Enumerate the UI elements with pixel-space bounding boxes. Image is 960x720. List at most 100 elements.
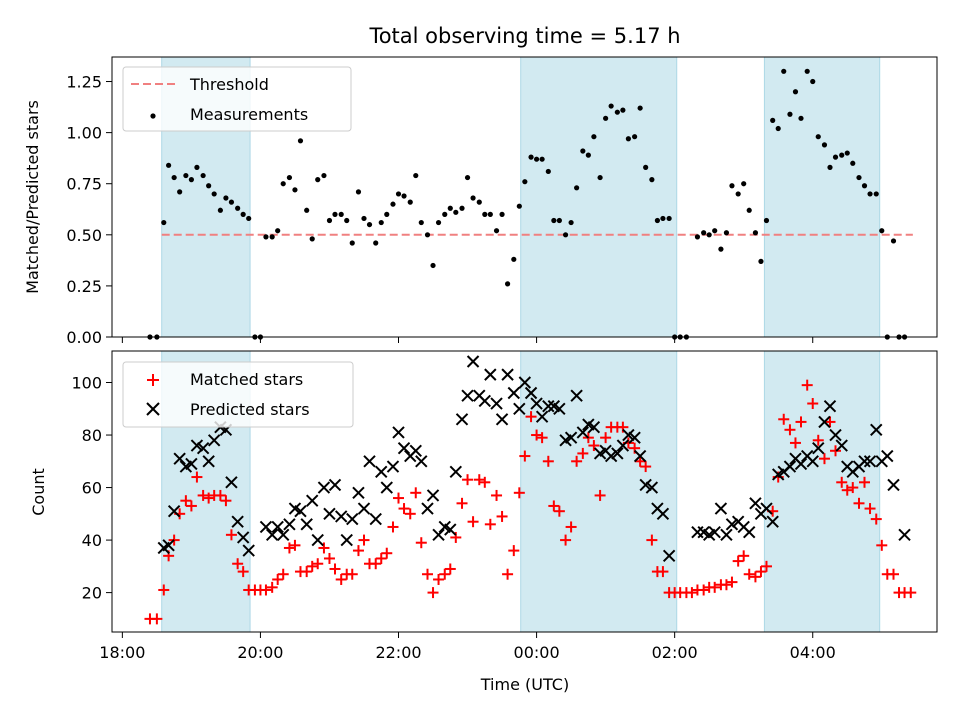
predicted-star-point (835, 439, 848, 452)
measurement-point (637, 105, 643, 111)
measurement-point (407, 199, 413, 205)
predicted-star-point (576, 426, 590, 439)
predicted-star-point (616, 439, 630, 452)
predicted-star-point (662, 549, 676, 563)
top-plot-frame (111, 56, 938, 338)
measurement-point (338, 211, 344, 217)
measurement-point (217, 207, 223, 213)
measurement-point (856, 174, 862, 181)
matched-star-point (778, 413, 790, 425)
predicted-star-point (760, 502, 773, 515)
y-tick-label: 1.00 (66, 124, 102, 143)
matched-star-point (232, 558, 244, 570)
measurement-point (280, 181, 286, 187)
matched-star-point (225, 529, 237, 541)
matched-stars-series (144, 379, 917, 625)
matched-star-point (646, 534, 658, 546)
predicted-star-point (306, 494, 319, 507)
measurement-point (177, 189, 183, 195)
measurement-point (666, 215, 672, 222)
matched-star-point (404, 508, 416, 520)
predicted-star-point (766, 515, 779, 528)
x-tick-label: 22:00 (375, 643, 421, 662)
measurement-point (442, 211, 448, 217)
predicted-star-point (323, 507, 336, 521)
y-tick-label: 1.25 (66, 73, 102, 92)
predicted-star-point (564, 431, 578, 444)
matched-star-point (422, 568, 434, 580)
shaded-interval (763, 350, 881, 633)
predicted-star-point (501, 368, 514, 381)
measurement-point (240, 211, 246, 217)
bottom-y-axis-label: Count (29, 468, 48, 516)
measurement-point (487, 211, 493, 217)
matched-star-point (427, 587, 439, 599)
measurement-point (161, 219, 167, 226)
matched-star-point (542, 455, 554, 467)
predicted-star-point (449, 465, 463, 479)
y-tick-label: 60 (82, 479, 102, 498)
measurement-point (861, 183, 868, 189)
matched-star-point (864, 503, 876, 515)
bottom-y-axis-ticks: 20 40 60 80 100 (71, 374, 112, 603)
measurement-point (528, 154, 534, 160)
predicted-star-point (162, 539, 175, 552)
matched-star-point (323, 552, 335, 564)
predicted-star-point (461, 389, 474, 402)
measurement-point (499, 211, 505, 217)
measurement-point (620, 107, 626, 113)
matched-star-point (836, 476, 848, 488)
measurement-point (493, 228, 500, 234)
measurement-point (792, 89, 799, 95)
predicted-star-point (513, 402, 526, 415)
measurement-point (246, 215, 252, 222)
measurement-point (879, 228, 885, 234)
measurement-point (292, 187, 298, 193)
predicted-star-point (196, 441, 210, 455)
matched-star-point (496, 510, 508, 522)
measurement-point (418, 219, 424, 226)
measurement-point (591, 134, 597, 140)
matched-star-point (479, 476, 491, 488)
predicted-star-point (334, 510, 348, 523)
shaded-interval (763, 56, 881, 338)
top-x-axis-ticks (121, 337, 814, 343)
y-tick-label: 0.25 (66, 277, 102, 296)
predicted-star-point (202, 455, 215, 468)
measurement-point (355, 189, 362, 195)
measurement-point (574, 185, 580, 191)
measurement-point (476, 199, 482, 205)
matched-star-point (158, 584, 170, 596)
predicted-star-point (207, 434, 221, 447)
matched-star-point (743, 568, 755, 580)
legend-matched-swatch (147, 374, 159, 386)
measurement-point (435, 219, 442, 226)
matched-star-point (272, 573, 284, 585)
measurement-point (706, 232, 712, 238)
matched-star-point (905, 587, 917, 599)
predicted-star-point (570, 389, 583, 402)
matched-star-point (203, 492, 215, 504)
matched-star-point (548, 500, 560, 512)
matched-star-point (444, 563, 456, 575)
matched-star-point (346, 568, 358, 580)
predicted-star-point (604, 449, 618, 463)
predicted-star-point (812, 441, 825, 455)
measurement-point (326, 217, 333, 224)
measurement-point (798, 115, 804, 121)
predicted-star-point (823, 399, 837, 413)
matched-star-point (513, 487, 525, 499)
measurement-point (447, 205, 453, 211)
matched-star-point (588, 440, 600, 452)
measurement-point (850, 160, 856, 166)
matched-star-point (807, 398, 819, 410)
measurement-point (632, 134, 638, 140)
measurement-point (729, 183, 735, 189)
measurement-point (821, 142, 828, 148)
predicted-star-point (806, 455, 819, 468)
x-tick-label: 00:00 (514, 643, 560, 662)
predicted-star-point (167, 504, 181, 518)
matched-star-point (726, 576, 738, 588)
top-y-axis-ticks: 0.00 0.25 0.50 0.75 1.00 1.25 (66, 73, 112, 347)
matched-star-point (329, 563, 341, 575)
